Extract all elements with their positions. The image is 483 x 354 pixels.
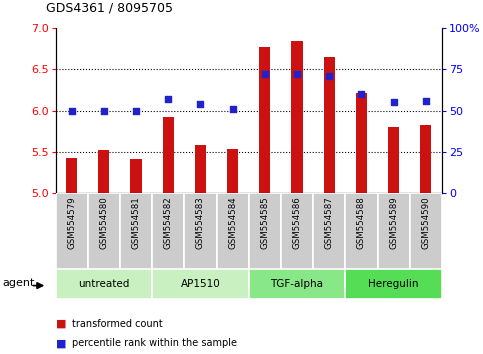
Bar [152, 269, 249, 299]
Text: GSM554589: GSM554589 [389, 197, 398, 249]
Bar [66, 158, 77, 193]
Text: untreated: untreated [78, 279, 129, 289]
Text: Heregulin: Heregulin [369, 279, 419, 289]
Point [68, 108, 75, 113]
Bar [120, 193, 152, 269]
Bar [259, 47, 270, 193]
Bar [249, 269, 345, 299]
Bar [130, 159, 142, 193]
Text: percentile rank within the sample: percentile rank within the sample [72, 338, 238, 348]
Text: GSM554590: GSM554590 [421, 197, 430, 249]
Point [164, 96, 172, 102]
Bar [313, 193, 345, 269]
Text: GSM554582: GSM554582 [164, 197, 173, 250]
Point [197, 101, 204, 107]
Bar [98, 150, 110, 193]
Text: GSM554580: GSM554580 [99, 197, 108, 250]
Point [293, 72, 301, 77]
Bar [281, 193, 313, 269]
Point [261, 72, 269, 77]
Bar [291, 41, 303, 193]
Text: GSM554579: GSM554579 [67, 197, 76, 249]
Bar [163, 117, 174, 193]
Bar [420, 125, 431, 193]
Text: ■: ■ [56, 338, 66, 348]
Bar [249, 193, 281, 269]
Bar [56, 269, 152, 299]
Bar [152, 193, 185, 269]
Text: GSM554587: GSM554587 [325, 197, 334, 250]
Point [422, 98, 430, 104]
Point [390, 99, 398, 105]
Bar [345, 269, 442, 299]
Bar [388, 127, 399, 193]
Point [132, 108, 140, 113]
Text: GSM554585: GSM554585 [260, 197, 270, 250]
Point [326, 73, 333, 79]
Text: GSM554586: GSM554586 [293, 197, 301, 250]
Bar [227, 149, 238, 193]
Text: transformed count: transformed count [72, 319, 163, 329]
Bar [195, 145, 206, 193]
Point [357, 91, 365, 97]
Text: GSM554583: GSM554583 [196, 197, 205, 250]
Text: TGF-alpha: TGF-alpha [270, 279, 324, 289]
Text: GSM554584: GSM554584 [228, 197, 237, 250]
Point [100, 108, 108, 113]
Text: GSM554581: GSM554581 [131, 197, 141, 250]
Point [229, 106, 237, 112]
Bar [324, 57, 335, 193]
Text: ■: ■ [56, 319, 66, 329]
Bar [378, 193, 410, 269]
Bar [56, 193, 88, 269]
Bar [216, 193, 249, 269]
Bar [345, 193, 378, 269]
Text: GDS4361 / 8095705: GDS4361 / 8095705 [46, 1, 173, 14]
Text: agent: agent [3, 278, 35, 287]
Bar [185, 193, 216, 269]
Bar [356, 92, 367, 193]
Bar [88, 193, 120, 269]
Text: AP1510: AP1510 [181, 279, 220, 289]
Bar [410, 193, 442, 269]
Text: GSM554588: GSM554588 [357, 197, 366, 250]
